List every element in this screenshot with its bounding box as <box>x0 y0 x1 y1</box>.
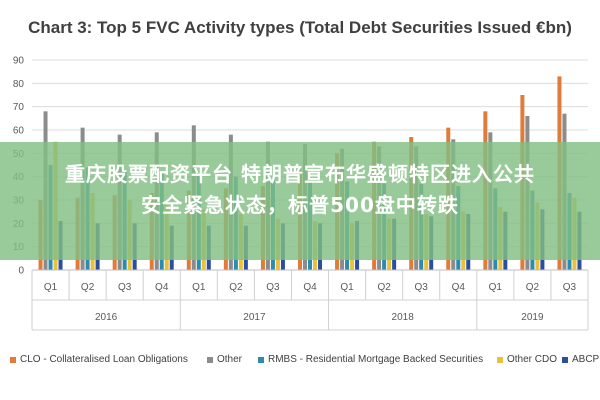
x-tick-label: Q1 <box>489 282 503 293</box>
group-label: 2016 <box>95 312 118 323</box>
legend-label: RMBS - Residential Mortgage Backed Secur… <box>268 354 484 365</box>
overlay-banner <box>0 142 600 260</box>
legend-swatch <box>207 356 213 363</box>
chart-title: Chart 3: Top 5 FVC Activity types (Total… <box>28 18 572 37</box>
chart-legend: CLO - Collateralised Loan Obligations Oth… <box>10 354 600 374</box>
x-tick-label: Q3 <box>415 282 429 293</box>
legend-label: Other <box>217 354 243 365</box>
overlay-line-2: 安全紧急状态，标普500盘中转跌 <box>141 193 459 217</box>
legend-label: ABCP <box>572 354 600 365</box>
group-label: 2017 <box>243 312 266 323</box>
legend-swatch <box>497 356 503 363</box>
y-tick-label: 0 <box>18 266 24 277</box>
y-tick-label: 80 <box>13 79 25 90</box>
x-tick-label: Q2 <box>377 282 391 293</box>
legend-item: RMBS - Residential Mortgage Backed Secur… <box>258 354 483 365</box>
legend-label: CLO - Collateralised Loan Obligations <box>20 354 188 365</box>
group-label: 2019 <box>521 312 544 323</box>
x-tick-label: Q2 <box>81 282 95 293</box>
legend-item: CLO - Collateralised Loan Obligations <box>10 354 188 365</box>
x-tick-label: Q4 <box>452 282 466 293</box>
y-tick-label: 60 <box>13 126 25 137</box>
group-label: 2018 <box>392 312 415 323</box>
y-tick-label: 90 <box>13 56 25 67</box>
x-tick-label: Q4 <box>303 282 317 293</box>
x-tick-label: Q1 <box>192 282 206 293</box>
legend-label: Other CDO <box>507 354 558 365</box>
x-tick-label: Q1 <box>44 282 58 293</box>
legend-item: Other <box>207 354 242 365</box>
x-tick-label: Q4 <box>155 282 169 293</box>
legend-item: ABCP <box>562 354 599 365</box>
legend-item: Other CDO <box>497 354 557 365</box>
x-tick-label: Q3 <box>563 282 577 293</box>
x-tick-label: Q2 <box>526 282 540 293</box>
x-tick-label: Q1 <box>340 282 354 293</box>
overlay-text: 重庆股票配资平台 特朗普宣布华盛顿特区进入公共 安全紧急状态，标普500盘中转跌 <box>0 159 600 221</box>
y-tick-label: 70 <box>13 102 25 113</box>
legend-swatch <box>10 356 16 363</box>
legend-swatch <box>258 356 264 363</box>
x-tick-label: Q2 <box>229 282 243 293</box>
x-tick-label: Q3 <box>118 282 132 293</box>
legend-swatch <box>562 356 568 363</box>
overlay-line-1: 重庆股票配资平台 特朗普宣布华盛顿特区进入公共 <box>65 162 535 186</box>
x-tick-label: Q3 <box>266 282 280 293</box>
